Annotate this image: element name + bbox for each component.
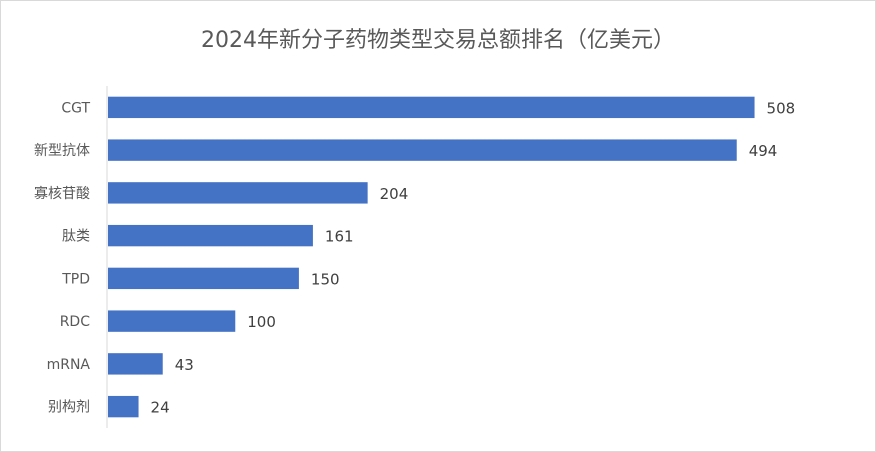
category-label-6: mRNA	[47, 357, 91, 373]
bars-layer: CGT 508 新型抗体 494 寡核苷酸 204 肽类 161 TPD 150 RDC 100 mRN…	[34, 96, 796, 418]
category-label-3: 肽类	[62, 229, 90, 245]
value-label-6: 43	[175, 356, 194, 374]
bar-3	[108, 224, 313, 247]
bar-5	[108, 310, 236, 332]
category-label-7: 别构剂	[48, 400, 90, 416]
value-label-1: 494	[749, 142, 778, 160]
bar-7	[108, 395, 139, 418]
category-label-4: TPD	[61, 271, 90, 287]
value-label-5: 100	[247, 313, 276, 331]
chart-title: 2024年新分子药物类型交易总额排名（亿美元）	[201, 28, 675, 53]
bar-2	[108, 182, 368, 204]
value-label-2: 204	[380, 185, 409, 203]
bar-0	[108, 96, 755, 119]
bar-4	[108, 267, 299, 290]
category-label-0: CGT	[61, 100, 90, 116]
category-label-1: 新型抗体	[34, 143, 90, 159]
value-label-3: 161	[325, 228, 354, 246]
value-label-4: 150	[311, 270, 340, 288]
value-label-7: 24	[151, 399, 170, 417]
category-label-5: RDC	[60, 314, 91, 330]
category-label-2: 寡核苷酸	[34, 185, 90, 202]
value-label-0: 508	[767, 99, 796, 117]
bar-6	[108, 353, 163, 375]
bar-1	[108, 139, 737, 161]
